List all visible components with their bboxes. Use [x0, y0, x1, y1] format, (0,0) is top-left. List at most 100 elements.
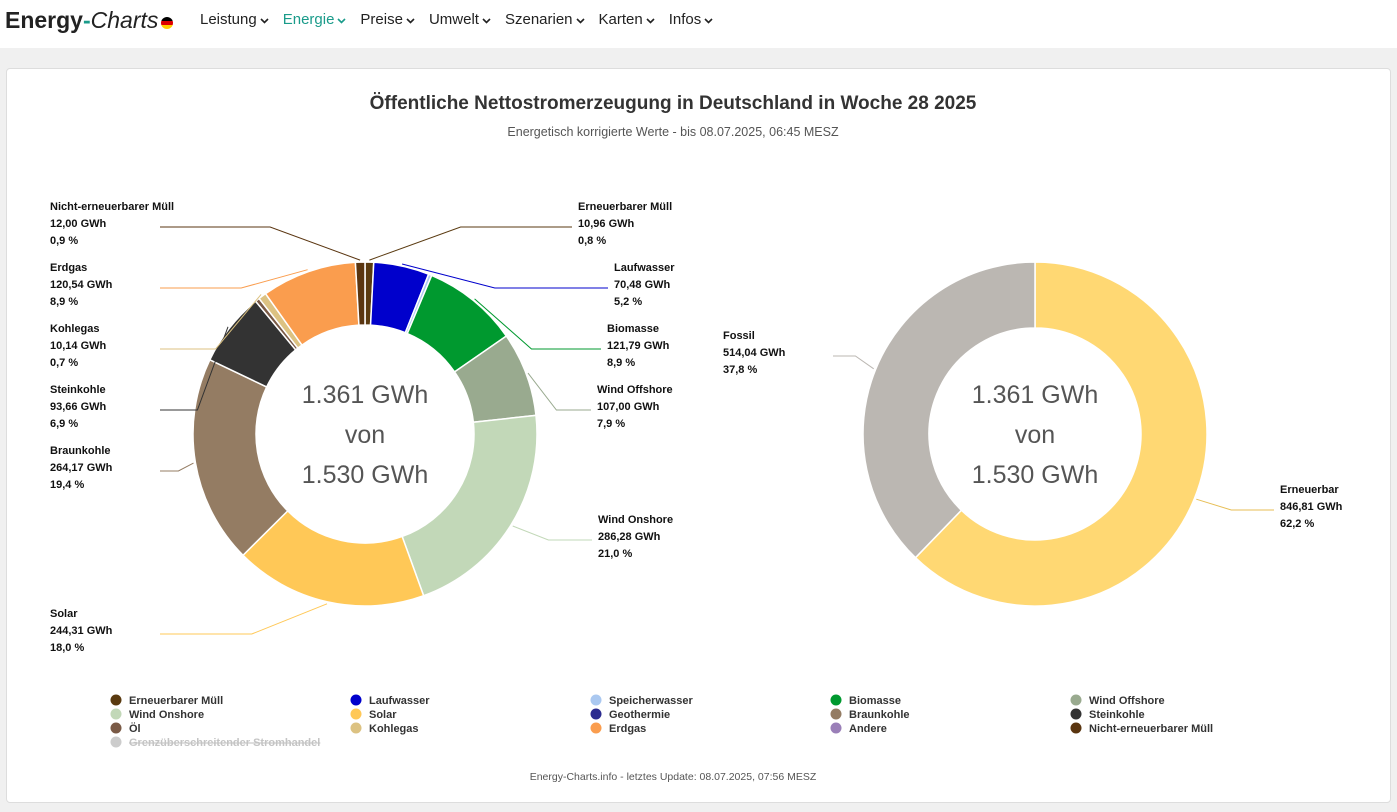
legend-label-biomasse: Biomasse — [849, 695, 901, 707]
legend-item-steinkohle[interactable]: Steinkohle — [1070, 708, 1145, 722]
legend-marker-oel — [110, 722, 122, 734]
label-percent-erneuerbar: 62,2 % — [1280, 518, 1314, 530]
legend-label-oel: Öl — [129, 722, 141, 735]
slice-nicht-erneuerbarer-muell[interactable]: Nicht-erneuerbarer Müll 12,00 GWh 0,9 % — [50, 201, 366, 326]
connector-erneuerbar — [1196, 498, 1274, 511]
legend-marker-steinkohle — [1070, 708, 1082, 720]
label-percent-laufwasser: 5,2 % — [614, 296, 642, 308]
connector-erneuerbarer-muell — [369, 226, 572, 261]
legend-item-geothermie[interactable]: Geothermie — [590, 708, 671, 722]
label-name-solar: Solar — [50, 608, 78, 620]
nav-leistung[interactable]: Leistung — [200, 10, 269, 30]
connector-braunkohle — [160, 462, 194, 472]
legend-label-nicht-erneuerbarer-muell: Nicht-erneuerbarer Müll — [1089, 723, 1213, 735]
donut-chart-1: Erneuerbarer Müll 10,96 GWh 0,8 % Laufwasse… — [50, 201, 675, 654]
label-name-erneuerbar: Erneuerbar — [1280, 484, 1339, 496]
legend-item-erneuerbarer-muell[interactable]: Erneuerbarer Müll — [110, 694, 224, 708]
germany-flag-icon — [161, 17, 174, 29]
label-value-erneuerbar: 846,81 GWh — [1280, 501, 1343, 513]
nav-umwelt[interactable]: Umwelt — [429, 10, 491, 30]
label-percent-fossil: 37,8 % — [723, 364, 757, 376]
nav-energie[interactable]: Energie — [283, 10, 347, 30]
label-name-biomasse: Biomasse — [607, 323, 659, 335]
legend-label-laufwasser: Laufwasser — [369, 695, 430, 707]
legend-marker-wind-onshore — [110, 708, 122, 720]
legend-item-laufwasser[interactable]: Laufwasser — [350, 694, 431, 708]
label-value-wind-offshore: 107,00 GWh — [597, 401, 660, 413]
nav-preise-label: Preise — [360, 11, 403, 28]
legend-item-wind-offshore[interactable]: Wind Offshore — [1070, 694, 1165, 708]
legend-label-wind-onshore: Wind Onshore — [129, 709, 204, 721]
slice-arc-braunkohle — [192, 358, 289, 557]
legend-label-kohlegas: Kohlegas — [369, 723, 419, 735]
slice-arc-erneuerbar — [914, 261, 1208, 607]
center-text-line-2: von — [345, 421, 385, 449]
nav-preise[interactable]: Preise — [360, 10, 415, 30]
legend-item-oel[interactable]: Öl — [110, 722, 141, 735]
top-navbar: Energy-Charts Leistung Energie Preise Um… — [0, 0, 1397, 48]
legend-item-kohlegas[interactable]: Kohlegas — [350, 722, 419, 736]
legend-label-grenzueberschreitender-stromhandel: Grenzüberschreitender Stromhandel — [129, 737, 320, 749]
chevron-down-icon — [704, 18, 713, 24]
label-value-fossil: 514,04 GWh — [723, 347, 786, 359]
nav-infos-label: Infos — [668, 11, 702, 28]
slice-erneuerbar[interactable]: Erneuerbar 846,81 GWh 62,2 % — [914, 261, 1343, 607]
connector-nicht-erneuerbarer-muell — [160, 226, 361, 261]
brand-part-charts: Charts — [90, 7, 159, 33]
chevron-down-icon — [337, 18, 346, 24]
slice-braunkohle[interactable]: Braunkohle 264,17 GWh 19,4 % — [50, 358, 289, 557]
donut-center-label: 1.361 GWh von 1.530 GWh — [302, 381, 428, 489]
brand-logo[interactable]: Energy-Charts — [5, 6, 174, 34]
nav-infos[interactable]: Infos — [669, 10, 714, 30]
chevron-down-icon — [260, 18, 269, 24]
legend-label-steinkohle: Steinkohle — [1089, 709, 1145, 721]
label-name-braunkohle: Braunkohle — [50, 445, 111, 457]
legend-label-braunkohle: Braunkohle — [849, 709, 910, 721]
connector-laufwasser — [401, 263, 608, 289]
legend-item-andere[interactable]: Andere — [830, 722, 887, 736]
legend-item-biomasse[interactable]: Biomasse — [830, 694, 901, 708]
legend-item-wind-onshore[interactable]: Wind Onshore — [110, 708, 205, 722]
legend-item-solar[interactable]: Solar — [350, 708, 398, 722]
label-percent-kohlegas: 0,7 % — [50, 357, 78, 369]
slice-steinkohle[interactable]: Steinkohle 93,66 GWh 6,9 % — [50, 300, 297, 430]
legend-marker-braunkohle — [830, 708, 842, 720]
donut-chart-2: Erneuerbar 846,81 GWh 62,2 % Fossil 514,04 G… — [723, 261, 1343, 607]
label-name-erdgas: Erdgas — [50, 262, 87, 274]
legend-item-speicherwasser[interactable]: Speicherwasser — [590, 694, 694, 708]
center-text-line-1: 1.361 GWh — [302, 381, 428, 409]
label-value-biomasse: 121,79 GWh — [607, 340, 670, 352]
label-value-erdgas: 120,54 GWh — [50, 279, 113, 291]
legend-label-geothermie: Geothermie — [609, 709, 670, 721]
slice-biomasse[interactable]: Biomasse 121,79 GWh 8,9 % — [406, 274, 670, 373]
legend-item-braunkohle[interactable]: Braunkohle — [830, 708, 910, 722]
legend-marker-solar — [350, 708, 362, 720]
center-text-line-3: 1.530 GWh — [302, 461, 428, 489]
label-name-wind-onshore: Wind Onshore — [598, 514, 673, 526]
slice-kohlegas[interactable]: Kohlegas 10,14 GWh 0,7 % — [50, 292, 304, 369]
nav-karten[interactable]: Karten — [599, 10, 655, 30]
chart-legend: Erneuerbarer Müll Laufwasser Speicherwasse… — [110, 694, 1214, 750]
label-percent-wind-onshore: 21,0 % — [598, 548, 632, 560]
nav-umwelt-label: Umwelt — [428, 11, 479, 28]
slice-wind-onshore[interactable]: Wind Onshore 286,28 GWh 21,0 % — [401, 414, 673, 597]
slice-fossil[interactable]: Fossil 514,04 GWh 37,8 % — [723, 261, 1036, 559]
main-nav: Leistung Energie Preise Umwelt Szenarien… — [200, 10, 713, 30]
slice-erneuerbarer-muell[interactable]: Erneuerbarer Müll 10,96 GWh 0,8 % — [364, 201, 672, 326]
legend-marker-grenzueberschreitender-stromhandel — [110, 736, 122, 748]
legend-item-erdgas[interactable]: Erdgas — [590, 722, 647, 736]
label-value-kohlegas: 10,14 GWh — [50, 340, 107, 352]
label-percent-nicht-erneuerbarer-muell: 0,9 % — [50, 235, 78, 247]
brand-part-energy: Energy — [5, 7, 83, 33]
slice-arc-fossil — [862, 261, 1036, 559]
legend-item-nicht-erneuerbarer-muell[interactable]: Nicht-erneuerbarer Müll — [1070, 722, 1214, 736]
label-percent-wind-offshore: 7,9 % — [597, 418, 625, 430]
chart-title: Öffentliche Nettostromerzeugung in Deuts… — [370, 93, 977, 114]
nav-szenarien[interactable]: Szenarien — [505, 10, 585, 30]
label-percent-biomasse: 8,9 % — [607, 357, 635, 369]
legend-marker-laufwasser — [350, 694, 362, 706]
label-value-braunkohle: 264,17 GWh — [50, 462, 113, 474]
label-value-erneuerbarer-muell: 10,96 GWh — [578, 218, 635, 230]
label-name-laufwasser: Laufwasser — [614, 262, 675, 274]
legend-item-grenzueberschreitender-stromhandel[interactable]: Grenzüberschreitender Stromhandel — [110, 736, 321, 750]
